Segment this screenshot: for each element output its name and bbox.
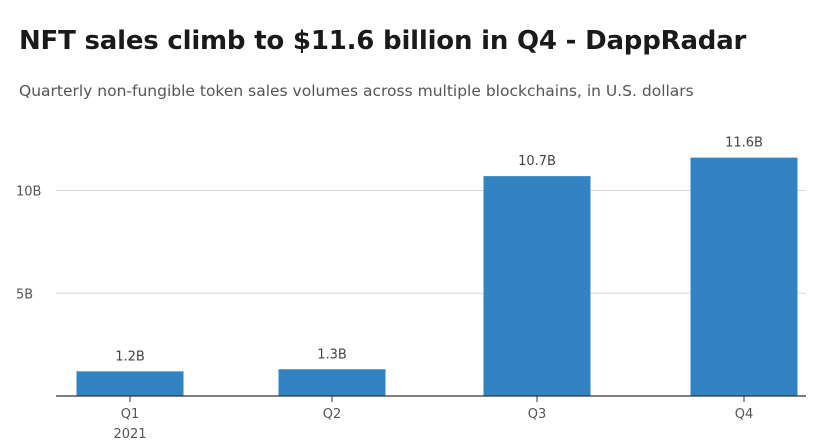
y-tick-label: 5B (16, 287, 33, 302)
data-label: 11.6B (725, 136, 763, 151)
y-axis-ticks: 5B 10B (16, 185, 41, 303)
x-tick-label: Q4 (735, 407, 754, 422)
x-tick-label: Q3 (528, 407, 547, 422)
data-label: 1.2B (115, 349, 145, 364)
data-labels: 1.2B 1.3B 10.7B 11.6B (115, 136, 763, 365)
x-tick-sublabel: 2021 (113, 427, 146, 442)
bar-q3 (483, 176, 591, 396)
y-tick-label: 10B (16, 185, 41, 200)
data-label: 10.7B (518, 154, 556, 169)
data-label: 1.3B (317, 347, 347, 362)
bar-q1 (76, 371, 184, 396)
chart-subtitle: Quarterly non-fungible token sales volum… (19, 82, 694, 100)
x-axis-ticks: Q1 2021 Q2 Q3 Q4 (113, 396, 753, 442)
bar-q4 (690, 157, 798, 396)
bar-q2 (278, 369, 386, 396)
chart-title: NFT sales climb to $11.6 billion in Q4 -… (19, 26, 747, 56)
x-tick-label: Q1 (121, 407, 140, 422)
x-tick-label: Q2 (323, 407, 342, 422)
gridlines (56, 190, 806, 294)
bars (76, 157, 798, 396)
